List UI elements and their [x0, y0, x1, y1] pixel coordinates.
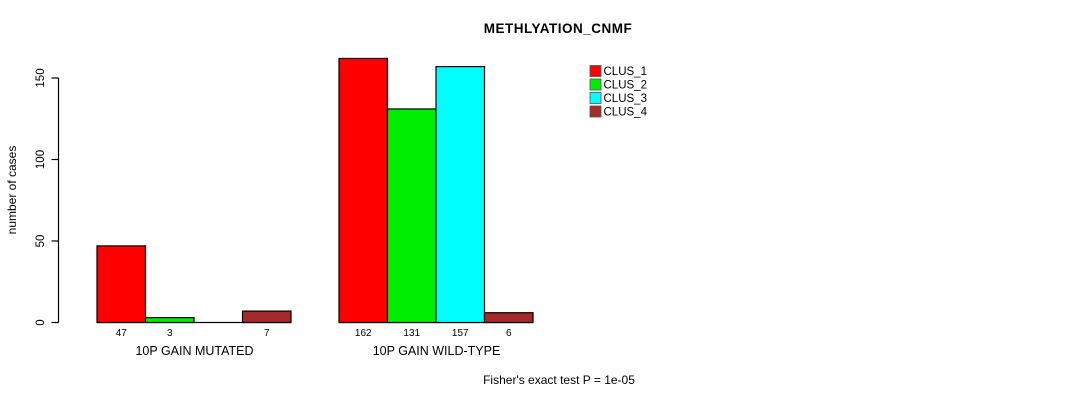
- bar-value-label: 3: [167, 328, 173, 339]
- legend-label-clus-2: CLUS_2: [604, 80, 647, 92]
- bar-clus_1: [96, 245, 147, 324]
- chart-title: METHLYATION_CNMF: [484, 21, 633, 36]
- bar-value-label: 7: [264, 328, 270, 339]
- y-axis: 0 50 100 150: [35, 68, 60, 326]
- bar-value-label: 131: [403, 328, 420, 339]
- bar-clus_4: [483, 312, 534, 324]
- legend-label-clus-1: CLUS_1: [604, 66, 647, 78]
- y-tick-label: 150: [35, 68, 47, 87]
- legend-label-clus-4: CLUS_4: [604, 107, 648, 119]
- legend-swatch-clus-4: [589, 105, 602, 118]
- bar-value-label: 47: [116, 328, 128, 339]
- legend: CLUS_1 CLUS_2 CLUS_3 CLUS_4: [589, 65, 648, 119]
- legend-swatch-clus-2: [589, 78, 602, 91]
- bar-clus_3: [435, 65, 486, 324]
- y-tick-label: 100: [35, 150, 47, 169]
- group-label-wildtype: 10P GAIN WILD-TYPE: [373, 344, 501, 358]
- bar-value-label: 162: [355, 328, 372, 339]
- legend-swatch-clus-3: [589, 92, 602, 104]
- bars: 47 3 7 162 131 157 6: [96, 57, 534, 339]
- legend-label-clus-3: CLUS_3: [604, 93, 647, 105]
- y-tick-label: 50: [35, 235, 47, 248]
- bar-value-label: 157: [452, 328, 469, 339]
- bar-clus_2: [386, 108, 437, 324]
- y-tick-label: 0: [35, 319, 47, 325]
- y-axis-title: number of cases: [5, 146, 19, 235]
- bar-clus_2: [144, 317, 195, 324]
- legend-swatch-clus-1: [589, 65, 602, 77]
- group-label-mutated: 10P GAIN MUTATED: [135, 344, 253, 358]
- bar-clus_4: [241, 310, 292, 324]
- footer-annotation: Fisher's exact test P = 1e-05: [483, 373, 635, 387]
- bar-value-label: 6: [506, 328, 512, 339]
- bar-clus_1: [338, 57, 389, 324]
